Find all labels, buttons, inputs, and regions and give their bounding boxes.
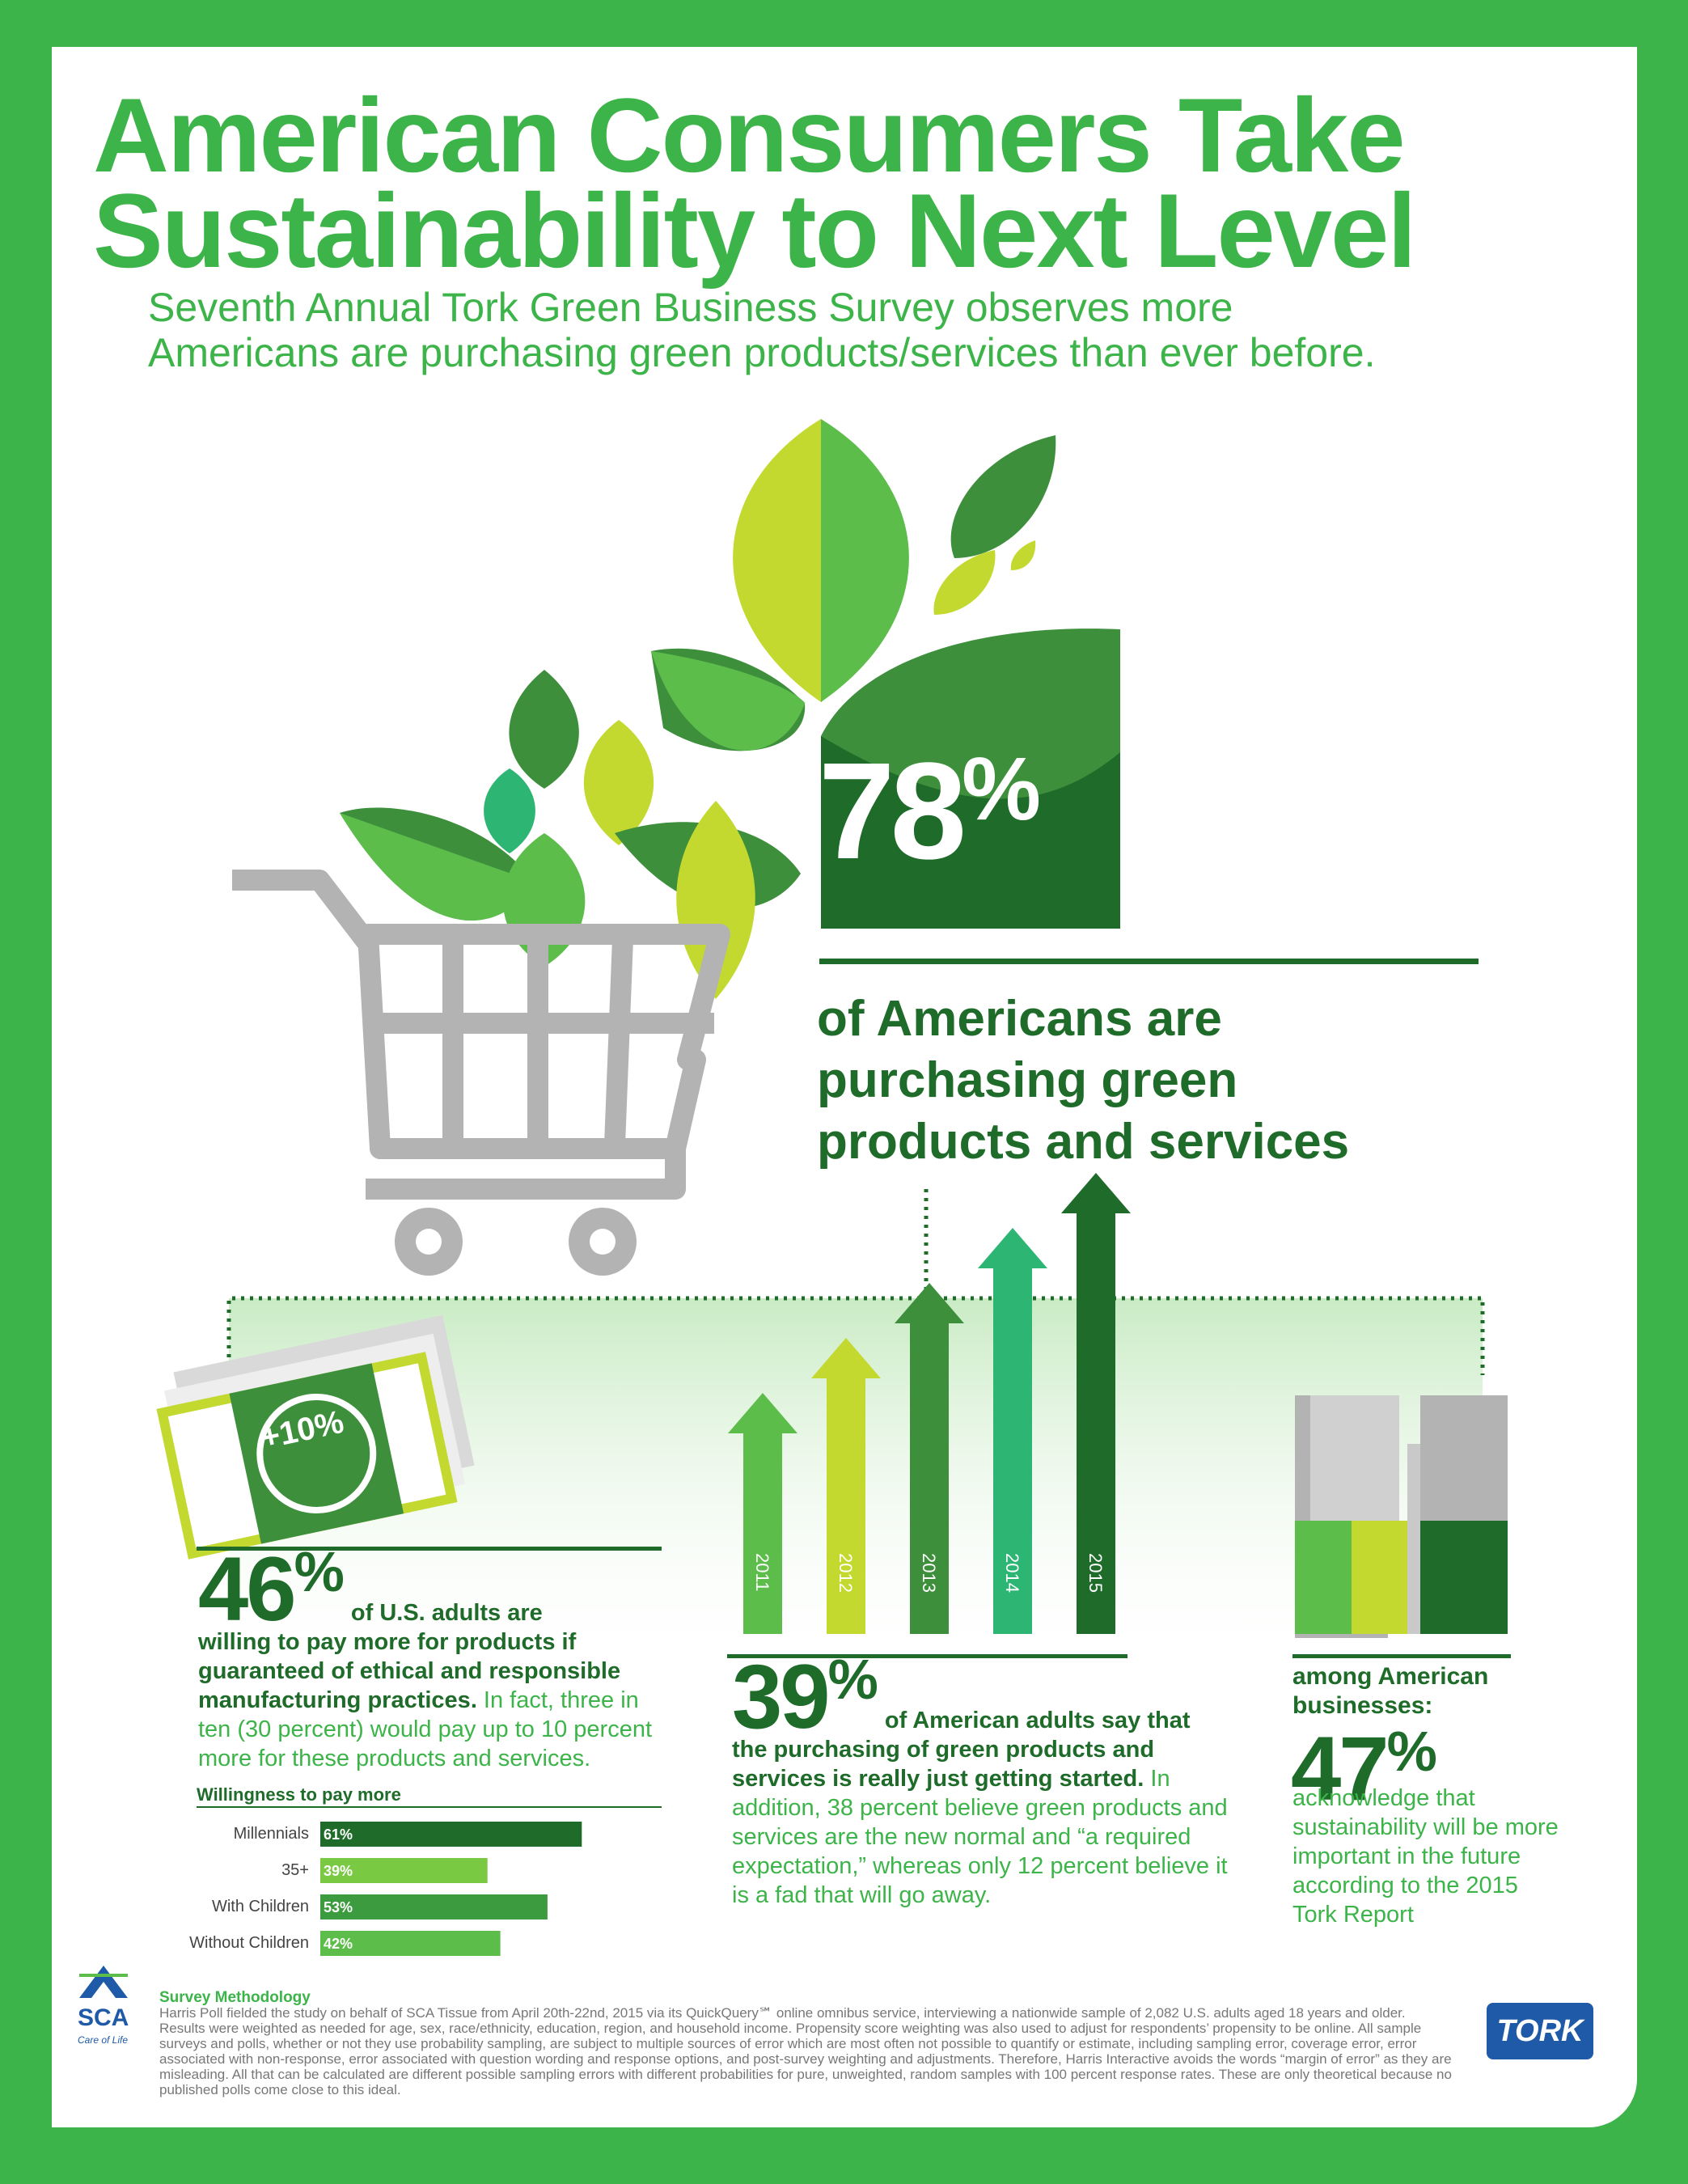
divider-46: [197, 1547, 662, 1551]
stat-46-lead-a: of U.S. adults are: [350, 1600, 543, 1626]
stat-47-value: 47%: [1291, 1718, 1437, 1819]
hero-stat-value: 78%: [819, 732, 1041, 891]
wtp-bar: [320, 1858, 488, 1883]
stat-47-text: acknowledge that sustainability will be …: [1292, 1785, 1559, 1928]
wtp-bar: [320, 1822, 582, 1847]
divider-47: [1292, 1654, 1511, 1658]
year-label: 2014: [1002, 1553, 1022, 1593]
leaves-icon: [340, 419, 1120, 999]
wtp-value-label: 42%: [324, 1936, 353, 1952]
year-label: 2011: [752, 1553, 772, 1592]
page-background: [52, 47, 1637, 2127]
methodology-title: Survey Methodology: [159, 1989, 311, 2006]
shopping-cart-icon: [232, 870, 730, 1200]
stat-39-lead-a: of American adults say that: [884, 1708, 1191, 1733]
sca-logo-tagline: Care of Life: [78, 2034, 129, 2046]
stat-39-lead-b: the purchasing of green products and ser…: [732, 1737, 1155, 1792]
year-label: 2012: [836, 1553, 856, 1593]
methodology-text: Harris Poll fielded the study on behalf …: [159, 2005, 1452, 2097]
page-title: American Consumers Take Sustainability t…: [93, 76, 1597, 290]
title-line-2: Sustainability to Next Level: [93, 171, 1416, 290]
stat-46-rest: In fact, three in ten (30 percent) would…: [198, 1687, 653, 1771]
wtp-value-label: 53%: [324, 1899, 353, 1915]
sca-logo-text: SCA: [78, 2004, 129, 2031]
wtp-value-label: 61%: [324, 1826, 353, 1843]
subtitle-line-2: Americans are purchasing green products/…: [148, 330, 1376, 375]
stat-46-block: 46% of U.S. adults are willing to pay mo…: [198, 1543, 667, 1773]
wtp-bar: [320, 1931, 501, 1956]
buildings-icon: [1295, 1395, 1508, 1638]
wtp-category-label: 35+: [281, 1861, 309, 1879]
wtp-bar: [320, 1894, 548, 1919]
divider-wtp: [197, 1806, 662, 1808]
hero-stat-text: of Americans are purchasing green produc…: [817, 988, 1464, 1173]
divider-39: [727, 1654, 1127, 1658]
money-icon: [156, 1314, 475, 1560]
wtp-category-label: Millennials: [233, 1825, 309, 1843]
stat-39-value: 39%: [732, 1646, 878, 1747]
stat-39-block: 39% of American adults say that the purc…: [732, 1651, 1233, 1910]
hero-line-2: purchasing green: [817, 1052, 1238, 1108]
tork-logo: TORK: [1487, 2003, 1593, 2059]
year-label: 2015: [1085, 1553, 1106, 1593]
page-subtitle: Seventh Annual Tork Green Business Surve…: [148, 285, 1523, 375]
cart-wheels-icon: [395, 1208, 637, 1276]
wtp-chart-title: Willingness to pay more: [197, 1784, 401, 1805]
wtp-value-label: 39%: [324, 1863, 353, 1879]
dotted-connector: [226, 1189, 1485, 1412]
hero-divider: [819, 959, 1479, 964]
survey-methodology: Survey Methodology Harris Poll fielded t…: [159, 1990, 1453, 2097]
year-arrow: [811, 1338, 881, 1634]
stat-46-value: 46%: [198, 1539, 345, 1640]
willingness-bar-chart: [320, 1822, 582, 1956]
stat-46-lead-b: willing to pay more for products if guar…: [198, 1629, 621, 1713]
stat-47-lead: among American businesses:: [1292, 1663, 1489, 1719]
hero-pct: %: [962, 739, 1041, 839]
year-arrow-chart: [728, 1173, 1131, 1634]
year-arrow: [1061, 1173, 1131, 1634]
wtp-category-label: With Children: [211, 1898, 309, 1915]
sca-logo-icon: [79, 1966, 128, 1998]
title-line-1: American Consumers Take: [93, 76, 1406, 194]
wtp-category-label: Without Children: [189, 1934, 309, 1952]
stat-39-rest: In addition, 38 percent believe green pr…: [732, 1766, 1228, 1908]
year-arrow: [978, 1228, 1047, 1634]
year-label: 2013: [919, 1553, 939, 1593]
year-arrow: [895, 1283, 964, 1634]
subtitle-line-1: Seventh Annual Tork Green Business Surve…: [148, 285, 1233, 330]
hero-line-1: of Americans are: [817, 991, 1222, 1047]
hero-line-3: products and services: [817, 1114, 1350, 1170]
tork-logo-text: TORK: [1496, 2014, 1584, 2048]
year-arrow: [728, 1393, 797, 1634]
hero-value: 78: [819, 734, 967, 888]
